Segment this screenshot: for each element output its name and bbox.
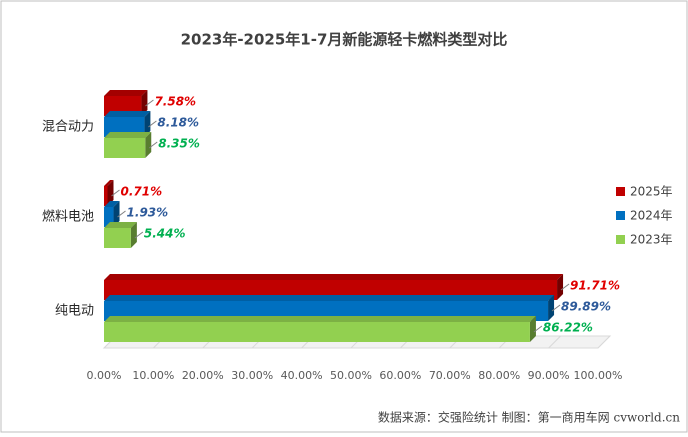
- bar-top: [104, 274, 564, 280]
- x-tick-label: 10.00%: [132, 369, 174, 382]
- bar: [104, 207, 114, 227]
- bar: [104, 186, 108, 206]
- legend-label: 2025年: [630, 185, 673, 199]
- y-tick-label: 纯电动: [55, 304, 94, 319]
- x-tick-label: 50.00%: [330, 369, 372, 382]
- leader-line: [148, 120, 157, 128]
- bar-top: [104, 316, 536, 322]
- data-label: 89.89%: [561, 300, 611, 314]
- bar-top: [104, 222, 137, 228]
- legend-swatch: [616, 235, 625, 244]
- leader-line: [134, 231, 144, 239]
- x-tick-label: 70.00%: [429, 369, 471, 382]
- x-tick-label: 40.00%: [281, 369, 323, 382]
- data-label: 8.35%: [158, 137, 200, 151]
- bar-side: [548, 295, 555, 321]
- bar-side: [130, 222, 137, 248]
- leader-line: [111, 189, 120, 197]
- bar-top: [104, 295, 555, 301]
- bar-side: [557, 274, 564, 300]
- bar: [104, 228, 131, 248]
- data-label: 5.44%: [144, 227, 186, 241]
- bar-side: [144, 111, 151, 137]
- x-tick-label: 20.00%: [182, 369, 224, 382]
- bar-top: [104, 111, 151, 117]
- x-tick-label: 80.00%: [478, 369, 520, 382]
- data-label: 8.18%: [157, 116, 199, 130]
- leader-line: [148, 141, 158, 149]
- leader-line: [117, 210, 126, 218]
- grid-line: [548, 335, 561, 349]
- bar-top: [104, 132, 152, 138]
- data-label: 86.22%: [543, 321, 593, 335]
- bar-top: [104, 180, 114, 186]
- x-tick-label: 30.00%: [231, 369, 273, 382]
- legend-label: 2023年: [630, 233, 673, 247]
- data-label: 1.93%: [127, 206, 169, 220]
- grid-line: [597, 335, 611, 349]
- bar-top: [104, 90, 148, 96]
- x-tick-label: 60.00%: [379, 369, 421, 382]
- source-note: 数据来源：交强险统计 制图：第一商用车网 cvworld.cn: [378, 410, 680, 425]
- leader-line: [551, 304, 561, 312]
- data-label: 91.71%: [570, 279, 620, 293]
- leader-line: [533, 325, 543, 333]
- x-tick-label: 0.00%: [87, 369, 122, 382]
- bar: [104, 322, 530, 342]
- data-label: 7.58%: [154, 95, 196, 109]
- y-tick-label: 混合动力: [42, 120, 94, 135]
- bar-side: [113, 201, 120, 227]
- bar-side: [529, 316, 536, 342]
- leader-line: [560, 283, 570, 291]
- bar-side: [107, 180, 114, 206]
- x-tick-label: 100.00%: [574, 369, 623, 382]
- legend-swatch: [616, 211, 625, 220]
- data-label: 0.71%: [121, 185, 163, 199]
- bar-side: [145, 132, 152, 158]
- x-tick-label: 90.00%: [528, 369, 570, 382]
- legend-label: 2024年: [630, 209, 673, 223]
- bar-top: [104, 201, 120, 207]
- legend-swatch: [616, 187, 625, 196]
- chart-title: 2023年-2025年1-7月新能源轻卡燃料类型对比: [181, 31, 508, 49]
- bar: [104, 138, 146, 158]
- leader-line: [145, 99, 154, 107]
- y-tick-label: 燃料电池: [42, 209, 94, 225]
- bar-side: [141, 90, 148, 116]
